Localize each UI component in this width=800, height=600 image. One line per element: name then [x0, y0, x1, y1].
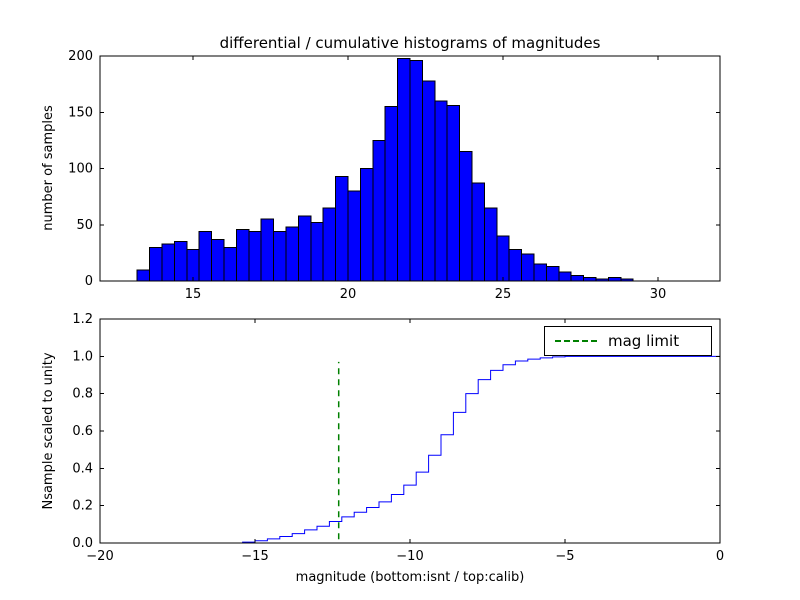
bottom-xlabel: magnitude (bottom:isnt / top:calib)	[296, 570, 525, 585]
legend-label: mag limit	[608, 332, 680, 350]
svg-text:0.2: 0.2	[72, 499, 93, 514]
svg-text:20: 20	[340, 287, 357, 302]
legend: mag limit	[544, 326, 712, 356]
svg-text:25: 25	[495, 287, 512, 302]
svg-text:−20: −20	[86, 549, 113, 564]
svg-text:30: 30	[650, 287, 667, 302]
dashed-line-icon	[555, 340, 597, 342]
svg-text:1.2: 1.2	[72, 312, 93, 327]
svg-text:15: 15	[185, 287, 202, 302]
svg-text:200: 200	[68, 49, 93, 64]
top-histogram-axes: 15 20 25 30 0 50 100 150 200	[68, 49, 721, 302]
svg-text:50: 50	[76, 218, 93, 233]
svg-text:1.0: 1.0	[72, 349, 93, 364]
top-ylabel: number of samples	[41, 105, 56, 231]
svg-text:−15: −15	[241, 549, 268, 564]
svg-text:0: 0	[716, 549, 724, 564]
svg-text:0: 0	[85, 274, 93, 289]
svg-text:0.6: 0.6	[72, 424, 93, 439]
svg-text:0.0: 0.0	[72, 536, 93, 551]
svg-text:150: 150	[68, 105, 93, 120]
bottom-cumulative-axes: −20 −15 −10 −5 0 0.0 0.2 0.4 0.6 0.8 1.0 1.2	[72, 312, 724, 564]
bottom-ylabel: Nsample scaled to unity	[41, 352, 56, 509]
svg-text:−10: −10	[396, 549, 423, 564]
svg-text:100: 100	[68, 162, 93, 177]
figure-title: differential / cumulative histograms of …	[220, 34, 601, 52]
svg-text:−5: −5	[555, 549, 574, 564]
svg-text:0.8: 0.8	[72, 387, 93, 402]
svg-text:0.4: 0.4	[72, 461, 93, 476]
